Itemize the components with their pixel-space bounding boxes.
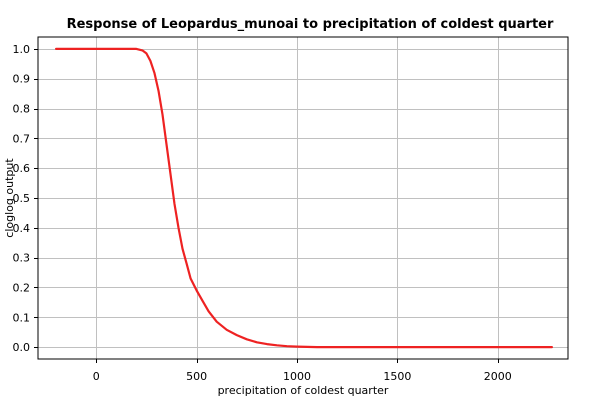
y-tick-label: 0.2 xyxy=(13,281,31,294)
grid-lines xyxy=(38,37,568,359)
y-tick-label: 0.5 xyxy=(13,192,31,205)
response-curve xyxy=(54,47,554,349)
y-tick-label: 1.0 xyxy=(13,43,31,56)
x-axis-label: precipitation of coldest quarter xyxy=(218,384,389,397)
x-tick-label: 2000 xyxy=(484,370,512,383)
y-axis-label: cloglog output xyxy=(3,158,16,238)
x-tick-label: 1000 xyxy=(283,370,311,383)
y-tick-labels: 0.0 0.1 0.2 0.3 0.4 0.5 0.6 0.7 0.8 0.9 1.0 xyxy=(13,43,38,354)
y-tick-label: 0.7 xyxy=(13,132,31,145)
y-tick-label: 0.1 xyxy=(13,311,31,324)
y-tick-label: 0.4 xyxy=(13,222,31,235)
x-tick-label: 1500 xyxy=(383,370,411,383)
x-tick-label: 0 xyxy=(93,370,100,383)
x-tick-labels: 0 500 1000 1500 2000 xyxy=(93,359,512,383)
x-tick-label: 500 xyxy=(186,370,207,383)
y-tick-label: 0.6 xyxy=(13,162,31,175)
y-tick-label: 0.0 xyxy=(13,341,31,354)
y-tick-label: 0.9 xyxy=(13,73,31,86)
series-layer xyxy=(54,47,554,349)
y-tick-label: 0.3 xyxy=(13,252,31,265)
chart-title: Response of Leopardus_munoai to precipit… xyxy=(67,17,554,32)
y-tick-label: 0.8 xyxy=(13,103,31,116)
